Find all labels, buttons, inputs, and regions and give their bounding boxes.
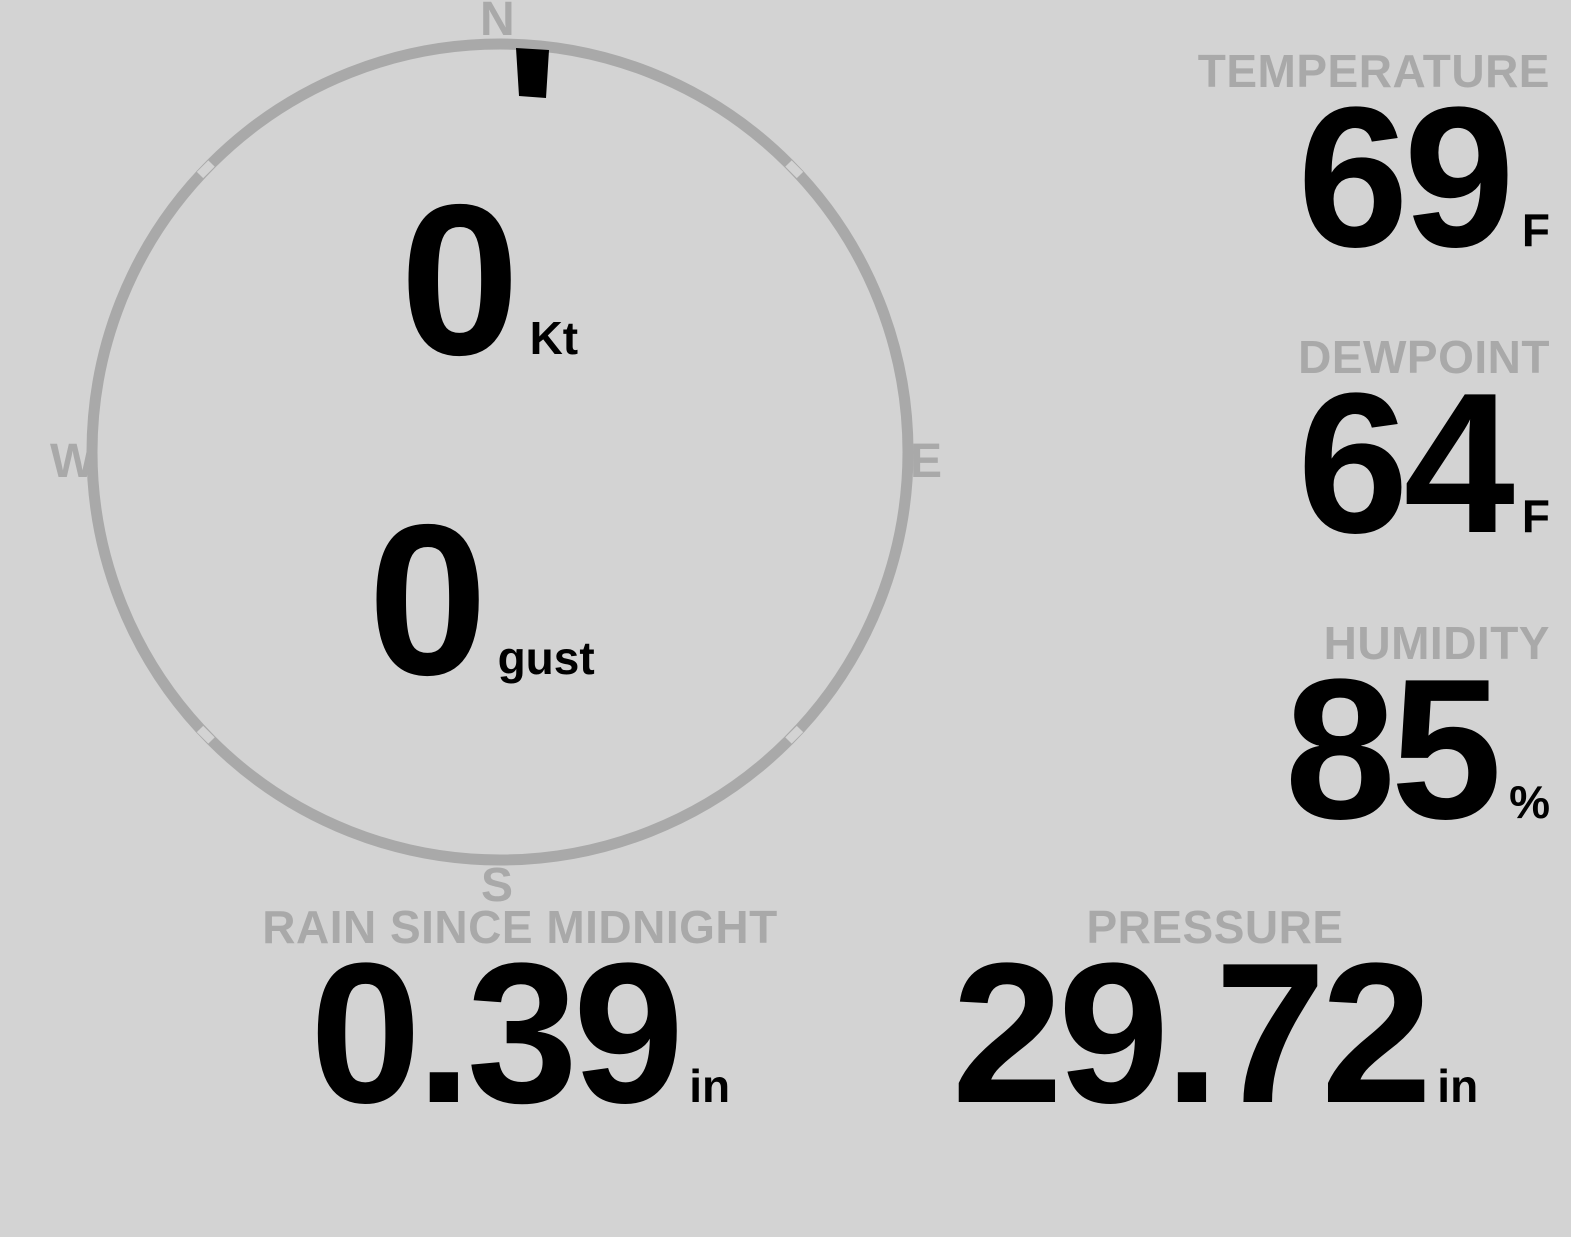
pressure-unit: in: [1437, 1060, 1479, 1112]
pressure-label: PRESSURE: [1086, 901, 1344, 953]
humidity-value-row: 85 %: [1110, 638, 1550, 861]
rain-value: 0.39: [309, 922, 684, 1145]
rain-unit: in: [689, 1060, 731, 1112]
pressure-value: 29.72: [951, 922, 1432, 1145]
compass-label-east: E: [910, 435, 943, 488]
wind-gust-readout: 0 gust: [368, 479, 595, 720]
compass-ring: [86, 38, 914, 866]
dewpoint-label: DEWPOINT: [1298, 331, 1550, 383]
temperature-value-row: 69 F: [1110, 66, 1550, 289]
metric-rain-since-midnight: RAIN SINCE MIDNIGHT 0.39 in: [235, 901, 805, 1145]
wind-direction-pointer: [516, 48, 549, 98]
compass-tick-marks: [196, 160, 804, 744]
pressure-value-row: 29.72 in: [905, 922, 1525, 1145]
temperature-value: 69: [1297, 66, 1514, 289]
wind-compass-panel: N E S W 0 Kt 0 gust: [0, 0, 1000, 930]
temperature-label: TEMPERATURE: [1197, 45, 1550, 97]
wind-speed-unit: Kt: [529, 312, 579, 364]
wind-speed-readout: 0 Kt: [400, 159, 579, 400]
wind-gust-value: 0: [368, 479, 488, 720]
metric-temperature: TEMPERATURE 69 F: [1110, 45, 1550, 289]
compass-dial: [86, 38, 914, 866]
temperature-unit: F: [1521, 204, 1550, 256]
metric-dewpoint: DEWPOINT 64 F: [1110, 331, 1550, 575]
dewpoint-value-row: 64 F: [1110, 352, 1550, 575]
metric-humidity: HUMIDITY 85 %: [1110, 617, 1550, 861]
compass-label-north: N: [480, 0, 515, 46]
rain-value-row: 0.39 in: [235, 922, 805, 1145]
wind-gust-unit: gust: [497, 632, 595, 684]
compass-label-west: W: [50, 435, 96, 488]
compass-label-south: S: [481, 859, 514, 912]
dewpoint-unit: F: [1521, 490, 1550, 542]
humidity-unit: %: [1509, 776, 1550, 828]
metric-pressure: PRESSURE 29.72 in: [905, 901, 1525, 1145]
humidity-value: 85: [1284, 638, 1502, 861]
dewpoint-value: 64: [1297, 352, 1514, 575]
wind-speed-value: 0: [400, 159, 520, 400]
rain-label: RAIN SINCE MIDNIGHT: [262, 901, 778, 953]
humidity-label: HUMIDITY: [1323, 617, 1550, 669]
